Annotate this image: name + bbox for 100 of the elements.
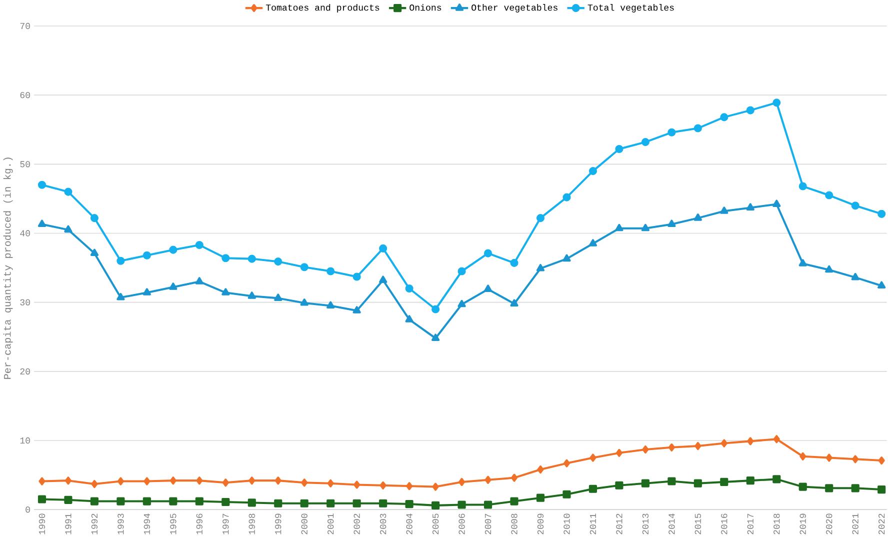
point [668,443,675,452]
x-tick-label: 1995 [170,514,176,534]
point [641,138,650,146]
x-tick-label: 2022 [878,514,885,534]
point [169,497,178,506]
point [326,301,335,308]
point [878,456,885,464]
point [851,484,860,492]
point [694,124,702,132]
point [668,128,676,136]
point [484,284,492,292]
x-tick-label: 2007 [484,514,492,534]
x-tick-label: 1990 [38,514,46,534]
point [222,478,229,487]
point [563,459,570,468]
point [746,476,754,484]
legend-label: Onions [410,4,442,11]
point [64,496,72,504]
x-tick-label: 1998 [248,514,255,534]
legend-label: Other vegetables [472,4,558,12]
point [510,299,518,306]
point [458,478,466,486]
y-tick-label: 10 [20,437,30,444]
point [248,476,256,484]
point [510,497,518,506]
point [326,499,335,508]
point [142,497,151,506]
point [720,206,728,214]
point [38,180,46,189]
point [798,482,807,491]
point [222,288,230,296]
point [248,498,256,507]
point [851,272,860,280]
point [222,254,230,262]
x-tick-label: 2006 [458,514,465,534]
x-tick-label: 2002 [354,514,360,534]
x-tick-label: 2003 [380,514,386,534]
point [668,477,676,486]
point [536,494,545,502]
point [772,98,781,107]
x-tick-label: 1994 [144,513,150,534]
point [38,495,46,504]
point [746,106,754,114]
point [562,193,571,202]
point [352,499,361,508]
point [379,244,388,252]
point [248,254,256,263]
x-tick-label: 1993 [118,514,124,534]
point [379,276,388,283]
point [852,454,859,464]
x-tick-label: 2001 [328,513,334,534]
x-tick-label: 1991 [65,513,72,534]
point [694,213,702,221]
point [878,281,886,288]
point [616,448,622,457]
point [772,200,781,207]
x-tick-label: 2017 [747,514,754,534]
point [195,497,204,506]
x-tick-label: 2012 [616,514,622,534]
x-tick-label: 2000 [301,514,308,534]
x-tick-label: 2019 [800,514,806,534]
point [142,288,151,296]
point [274,257,282,266]
point [590,454,596,462]
point [117,477,124,486]
point [195,240,204,249]
point [406,482,413,490]
x-tick-label: 2021 [852,513,858,534]
x-tick-label: 2009 [537,514,544,534]
point [354,480,360,489]
point [64,188,72,196]
x-tick-label: 2018 [774,514,780,534]
point [380,481,386,490]
point [562,254,571,262]
point [537,465,544,474]
point [668,220,676,227]
point [798,182,807,190]
point [90,497,98,506]
point [694,479,702,488]
y-tick-label: 20 [20,368,30,374]
x-tick-label: 2010 [564,514,570,534]
x-tick-label: 1997 [222,514,229,534]
point [510,258,518,267]
x-tick-label: 2011 [590,513,596,534]
point [747,437,754,446]
point [484,476,492,484]
point [641,224,650,232]
point [195,276,204,284]
point [825,265,834,273]
point [458,300,466,308]
point [64,225,72,232]
y-axis-title: Per-capita quantity produced (in kg.) [3,158,13,379]
point [484,249,492,258]
point [615,144,624,153]
point [615,224,624,232]
point [825,191,834,200]
point [116,292,125,300]
point [169,246,178,254]
point [588,484,597,493]
point [300,298,308,306]
